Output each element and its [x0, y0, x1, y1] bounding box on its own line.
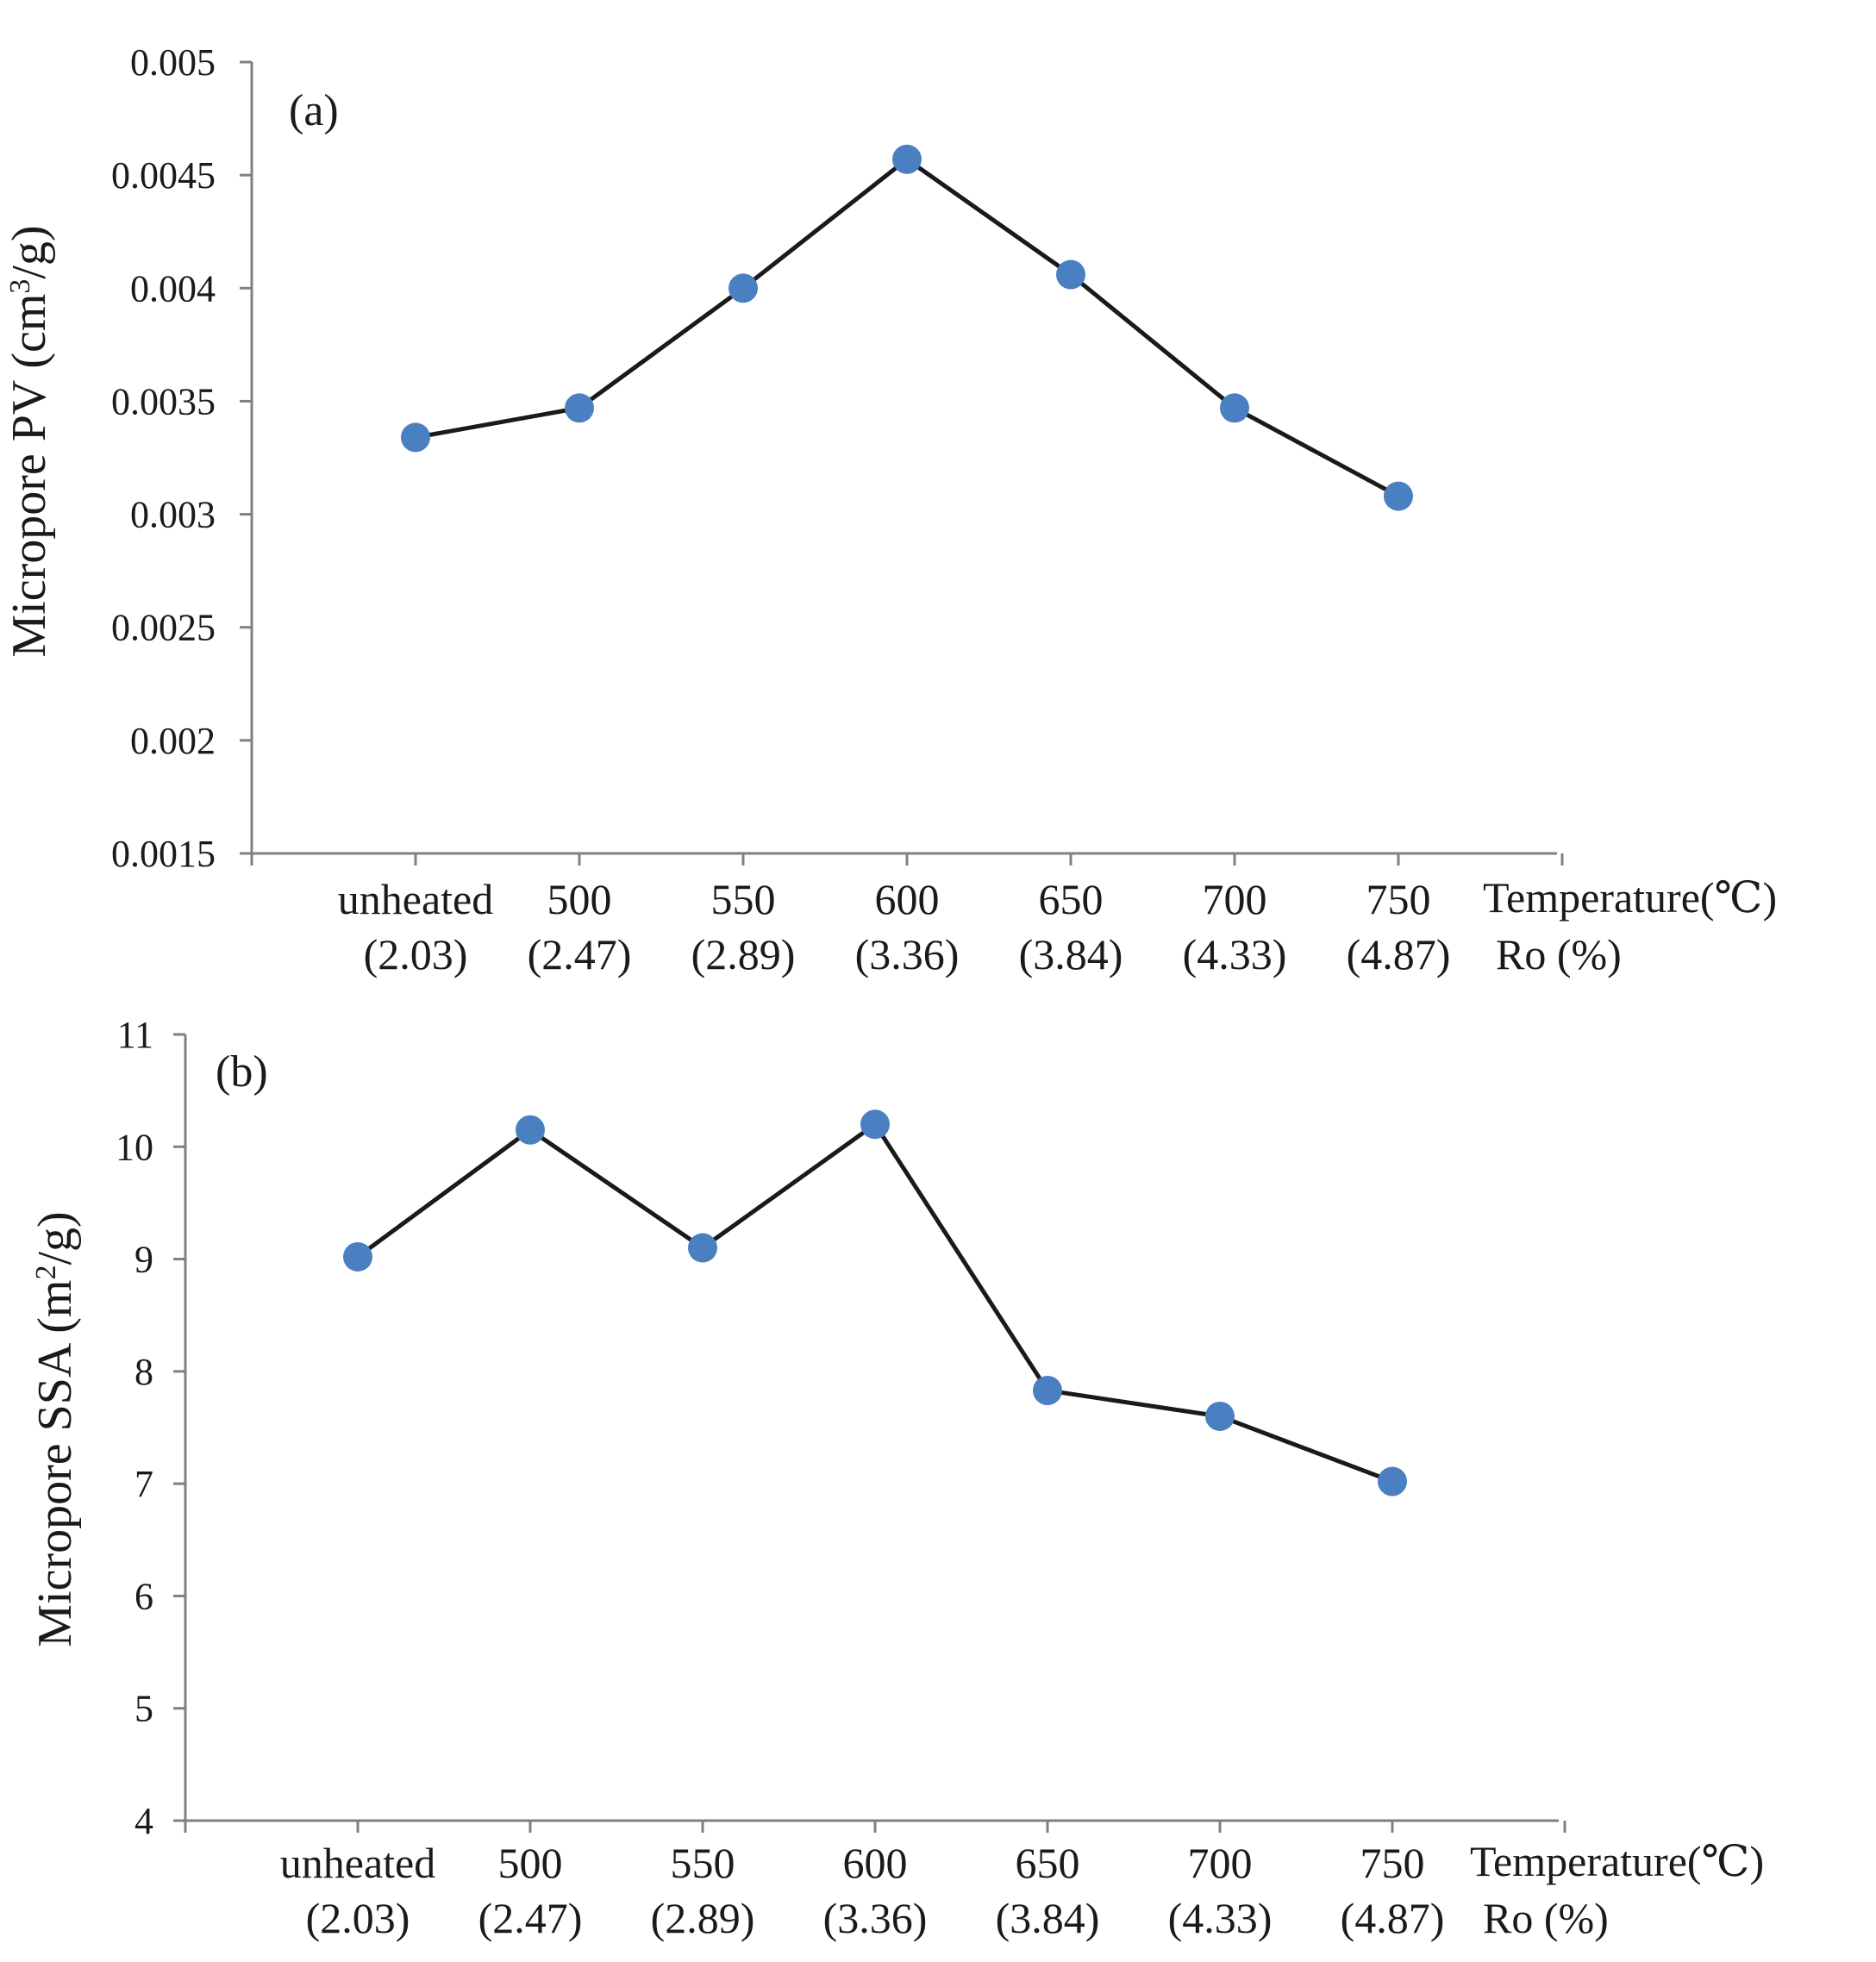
x-axis-title-temperature: Temperature(℃)	[1470, 1837, 1764, 1885]
data-point	[516, 1115, 545, 1145]
data-point	[1205, 1401, 1235, 1431]
x-category-label: 500	[498, 1839, 563, 1887]
y-axis-title: Micropore SSA (m2/g)	[28, 1211, 82, 1646]
x-category-label: 600	[875, 875, 940, 923]
x-axis-title-ro: Ro (%)	[1496, 930, 1622, 978]
y-tick-label: 0.003	[130, 494, 216, 536]
y-tick-label: 10	[116, 1126, 153, 1168]
x-ro-label: (4.87)	[1341, 1894, 1445, 1942]
x-ro-label: (4.33)	[1168, 1894, 1273, 1942]
y-tick-label: 0.0045	[111, 154, 216, 197]
panel-label: (a)	[289, 86, 339, 135]
x-ro-label: (3.84)	[996, 1894, 1100, 1942]
data-point	[860, 1109, 890, 1140]
x-ro-label: (2.03)	[306, 1894, 410, 1942]
x-category-label: 500	[547, 875, 612, 923]
data-point	[1033, 1376, 1062, 1406]
x-category-label: 700	[1203, 875, 1267, 923]
chart-panel-b: 11 10 9 8 7 6 5 4 unheated (2.03) 500 (2.47) 550 (2.8…	[28, 1014, 1764, 1942]
series-line	[356, 1121, 1393, 1484]
y-tick-label: 4	[134, 1800, 153, 1842]
x-ro-label: (3.36)	[823, 1894, 928, 1942]
data-point	[565, 393, 594, 423]
x-ro-label: (3.84)	[1019, 930, 1123, 978]
data-point	[1378, 1466, 1407, 1496]
series-line	[415, 156, 1400, 498]
x-axis-title-ro: Ro (%)	[1483, 1894, 1609, 1942]
x-ro-label: (2.89)	[691, 930, 796, 978]
y-tick-label: 0.004	[130, 267, 216, 309]
y-tick-label: 5	[134, 1688, 153, 1730]
y-tick-label: 0.002	[130, 720, 216, 762]
x-ro-label: (2.03)	[364, 930, 468, 978]
data-point	[343, 1241, 372, 1272]
data-point	[688, 1233, 717, 1263]
y-tick-label: 7	[134, 1463, 153, 1505]
data-point	[1056, 259, 1085, 290]
y-tick-label: 9	[134, 1239, 153, 1281]
y-tick-label: 0.005	[130, 41, 216, 84]
x-ro-label: (3.36)	[855, 930, 960, 978]
x-ro-label: (4.87)	[1347, 930, 1451, 978]
x-category-label: 650	[1016, 1839, 1080, 1887]
x-category-label: 700	[1188, 1839, 1253, 1887]
x-category-label: 550	[671, 1839, 735, 1887]
x-category-label: 750	[1360, 1839, 1425, 1887]
x-category-label: 650	[1039, 875, 1104, 923]
x-axis-title-temperature: Temperature(℃)	[1483, 873, 1777, 922]
x-category-label: 750	[1366, 875, 1431, 923]
chart-panel-a: 0.005 0.0045 0.004 0.0035 0.003 0.0025 0.002 0.…	[3, 41, 1777, 978]
x-ro-label: (2.89)	[651, 1894, 755, 1942]
y-tick-label: 6	[134, 1575, 153, 1617]
y-axis-title: Micropore PV (cm3/g)	[3, 225, 56, 657]
y-tick-label: 0.0025	[111, 607, 216, 649]
data-point	[1384, 481, 1413, 511]
data-point	[729, 273, 758, 303]
data-point	[401, 422, 430, 453]
x-ro-label: (2.47)	[528, 930, 632, 978]
y-tick-label: 8	[134, 1351, 153, 1393]
x-category-label: 550	[711, 875, 776, 923]
x-category-label: unheated	[338, 875, 493, 923]
data-point	[892, 144, 922, 174]
x-ro-label: (2.47)	[478, 1894, 583, 1942]
panel-label: (b)	[216, 1047, 268, 1097]
x-ro-label: (4.33)	[1183, 930, 1287, 978]
y-tick-label: 0.0015	[111, 833, 216, 875]
y-tick-label: 11	[117, 1014, 153, 1056]
x-category-label: 600	[843, 1839, 908, 1887]
x-category-label: unheated	[280, 1839, 435, 1887]
data-point	[1220, 393, 1249, 423]
y-tick-label: 0.0035	[111, 380, 216, 422]
